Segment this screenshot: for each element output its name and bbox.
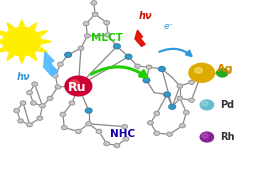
Circle shape — [92, 12, 98, 16]
Polygon shape — [30, 54, 36, 60]
Circle shape — [52, 74, 58, 78]
Circle shape — [60, 112, 66, 116]
Circle shape — [104, 142, 109, 146]
Circle shape — [177, 84, 183, 88]
Circle shape — [217, 69, 228, 77]
Text: Ag: Ag — [217, 64, 234, 74]
Circle shape — [189, 63, 215, 82]
Text: hν: hν — [16, 72, 30, 81]
Circle shape — [189, 80, 194, 84]
Polygon shape — [44, 52, 58, 76]
Text: Rh: Rh — [220, 132, 234, 142]
Polygon shape — [30, 23, 37, 29]
Circle shape — [200, 132, 214, 142]
Circle shape — [40, 104, 45, 108]
Polygon shape — [0, 47, 5, 52]
Circle shape — [78, 46, 84, 50]
Circle shape — [55, 85, 61, 89]
Circle shape — [159, 67, 165, 71]
Circle shape — [3, 27, 41, 56]
Circle shape — [189, 98, 194, 102]
Circle shape — [69, 101, 75, 105]
Text: hν: hν — [138, 11, 152, 21]
Circle shape — [27, 91, 32, 95]
Circle shape — [143, 78, 150, 83]
Circle shape — [37, 116, 43, 120]
Circle shape — [86, 122, 91, 126]
Circle shape — [114, 44, 120, 49]
Polygon shape — [135, 30, 145, 46]
Circle shape — [105, 33, 111, 37]
Circle shape — [183, 110, 189, 115]
Circle shape — [83, 22, 89, 26]
FancyArrowPatch shape — [91, 67, 147, 77]
Circle shape — [123, 137, 129, 141]
Polygon shape — [39, 31, 48, 36]
Circle shape — [76, 129, 81, 133]
Polygon shape — [43, 40, 51, 44]
Polygon shape — [0, 40, 1, 44]
FancyArrowPatch shape — [159, 49, 191, 56]
Polygon shape — [19, 20, 25, 26]
Polygon shape — [7, 23, 14, 29]
Polygon shape — [19, 57, 25, 63]
Circle shape — [180, 124, 185, 128]
Circle shape — [70, 80, 79, 87]
Circle shape — [47, 96, 53, 100]
Circle shape — [91, 1, 97, 5]
Circle shape — [167, 132, 172, 136]
Circle shape — [20, 101, 26, 105]
Polygon shape — [50, 63, 58, 76]
Text: MLCT: MLCT — [91, 33, 123, 43]
Circle shape — [32, 82, 38, 86]
Circle shape — [31, 101, 36, 105]
Circle shape — [122, 125, 127, 129]
Circle shape — [201, 133, 208, 138]
Circle shape — [65, 52, 71, 57]
Text: NHC: NHC — [109, 129, 135, 139]
Circle shape — [18, 119, 23, 123]
Circle shape — [201, 101, 208, 106]
Circle shape — [154, 111, 160, 115]
Circle shape — [85, 108, 92, 113]
Circle shape — [200, 100, 214, 110]
Circle shape — [104, 21, 109, 25]
Circle shape — [148, 121, 153, 125]
Circle shape — [177, 96, 183, 100]
Polygon shape — [39, 47, 48, 53]
Circle shape — [154, 131, 160, 135]
Text: Ru: Ru — [68, 81, 86, 94]
Polygon shape — [7, 54, 14, 60]
Circle shape — [125, 54, 132, 59]
Circle shape — [146, 65, 152, 69]
Circle shape — [61, 125, 67, 130]
Circle shape — [164, 92, 170, 97]
Circle shape — [114, 143, 120, 148]
Circle shape — [14, 108, 20, 113]
Text: e⁻: e⁻ — [163, 22, 173, 31]
Polygon shape — [0, 31, 5, 36]
Circle shape — [65, 76, 92, 96]
Circle shape — [27, 123, 32, 127]
Circle shape — [58, 62, 63, 66]
Circle shape — [169, 104, 176, 109]
Text: Pd: Pd — [220, 100, 234, 110]
Circle shape — [135, 64, 140, 68]
Circle shape — [85, 34, 90, 38]
Circle shape — [195, 68, 203, 73]
Circle shape — [96, 129, 102, 133]
